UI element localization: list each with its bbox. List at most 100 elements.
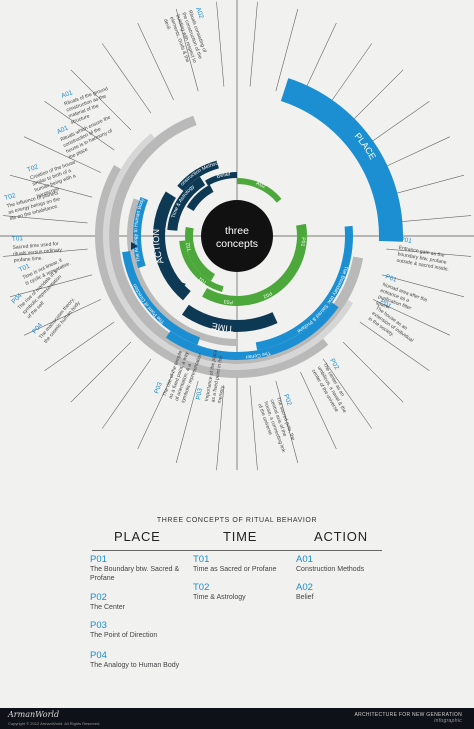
legend-code: P01 xyxy=(90,554,107,565)
action-arc xyxy=(153,191,191,301)
note-code: A02 xyxy=(194,6,205,20)
p02-arc xyxy=(165,302,339,360)
spoke-line xyxy=(137,371,174,450)
center-line-1: three xyxy=(225,225,249,237)
note-code: P03 xyxy=(195,387,204,400)
legend-code: A01 xyxy=(296,554,313,565)
legend-label: Belief xyxy=(296,594,314,601)
arc-label-the_center: The Center xyxy=(245,349,271,359)
spoke-line xyxy=(9,174,93,198)
note-code: T02 xyxy=(26,163,39,174)
spoke-line xyxy=(70,69,132,131)
legend-label: The Boundary btw. Sacred & Profane xyxy=(90,566,180,582)
note-text: memory. xyxy=(217,384,226,404)
legend-item: P02 The Center xyxy=(90,592,195,612)
spoke-line xyxy=(249,385,258,471)
legend-code: T01 xyxy=(193,554,210,565)
spoke-line xyxy=(386,248,472,257)
arc-label-p03_arc: P03 xyxy=(223,298,233,305)
spoke-line xyxy=(101,358,152,429)
arc-label-t02_arc: T02 xyxy=(185,242,193,252)
note-code: T02 xyxy=(4,192,17,202)
legend-item: P03 The Point of Direction xyxy=(90,620,195,640)
legend-item: T01 Time as Sacred or Profane xyxy=(193,554,298,574)
legend-heading-time: TIME xyxy=(223,529,258,544)
spoke-line xyxy=(359,321,430,372)
footer-line-2: infographic xyxy=(434,718,462,724)
ring-gray-band xyxy=(95,165,329,378)
note-code: P01 xyxy=(384,273,398,284)
p04-arc xyxy=(133,197,148,269)
footer-line-1: ARCHITECTURE FOR NEW GENERATION xyxy=(354,712,462,718)
spoke-line xyxy=(275,8,299,92)
spoke-line xyxy=(175,8,199,92)
spoke-line xyxy=(2,248,88,257)
note-text: profane time. xyxy=(13,255,43,264)
place-marker-icon xyxy=(327,116,337,125)
note-text: space. xyxy=(375,300,391,311)
spoke-line xyxy=(23,299,102,336)
spoke-line xyxy=(44,321,115,372)
arc-label-p02_arc: P02 xyxy=(262,290,273,300)
green-outer-arc xyxy=(202,223,307,306)
a01-arc xyxy=(186,184,214,211)
footer-caption: ARCHITECTURE FOR NEW GENERATION infograp… xyxy=(354,712,462,724)
note-code: T01 xyxy=(18,263,31,274)
legend-item: T02 Time & Astrology xyxy=(193,582,298,602)
spoke-line xyxy=(381,274,465,298)
place-arc xyxy=(280,78,403,242)
spoke-line xyxy=(300,371,337,450)
t02-arc xyxy=(184,226,215,282)
note-code: P03 xyxy=(153,381,164,395)
construction-arc xyxy=(177,160,219,192)
legend-code: A02 xyxy=(296,582,313,593)
note-text: devil. xyxy=(162,18,172,31)
spoke-line xyxy=(175,380,199,464)
p01-arc xyxy=(255,225,353,351)
spoke-line xyxy=(9,274,93,298)
note-code: P02 xyxy=(282,393,293,407)
legend-label: The Point of Direction xyxy=(90,632,158,639)
legend-label: The Analogy to Human Body xyxy=(90,662,180,669)
legend-label: Time & Astrology xyxy=(193,594,246,601)
time-astrology-arc xyxy=(167,176,206,231)
spoke-line xyxy=(216,1,225,87)
legend-label: The Center xyxy=(90,604,126,611)
legend-label: Time as Sacred or Profane xyxy=(193,566,277,573)
legend-item: P01 The Boundary btw. Sacred & Profane xyxy=(90,554,195,583)
spoke-line xyxy=(2,215,88,224)
legend-label: Construction Methods xyxy=(296,566,365,573)
copyright-text: Copyright © 2012 ArmanWorld. All Rights … xyxy=(8,721,101,726)
legend-divider xyxy=(92,550,382,551)
spoke-line xyxy=(275,380,299,464)
legend-code: P03 xyxy=(90,620,107,631)
brand-logo: ArmanWorld xyxy=(8,710,60,719)
concentric-rings xyxy=(95,78,403,378)
center-circle xyxy=(201,200,273,272)
legend-item: A02 Belief xyxy=(296,582,401,602)
legend-code: P04 xyxy=(90,650,107,661)
belief-arc xyxy=(205,172,237,186)
note-text: Sacred time used for xyxy=(12,241,59,251)
spoke-line xyxy=(249,1,258,87)
spoke-line xyxy=(342,341,404,403)
arc-label-p01_arc: P01 xyxy=(299,237,306,247)
spoke-line xyxy=(70,341,132,403)
legend-item: P04 The Analogy to Human Body xyxy=(90,650,195,670)
spoke-line xyxy=(101,43,152,114)
spoke-line xyxy=(372,299,451,336)
legend-code: P02 xyxy=(90,592,107,603)
legend-item: A01 Construction Methods xyxy=(296,554,401,574)
footer-bar: ArmanWorld Copyright © 2012 ArmanWorld. … xyxy=(0,708,474,729)
spoke-line xyxy=(216,385,225,471)
legend-code: T02 xyxy=(193,582,210,593)
arc-label-t01_arc: T01 xyxy=(197,275,208,285)
action-marker-icon xyxy=(131,242,138,250)
a02-arc xyxy=(237,178,282,203)
ritual-diagram: PLACETIMEACTIONBeliefA02Construction Met… xyxy=(0,0,474,471)
spoke-line xyxy=(44,100,115,151)
spoke-line xyxy=(322,358,373,429)
